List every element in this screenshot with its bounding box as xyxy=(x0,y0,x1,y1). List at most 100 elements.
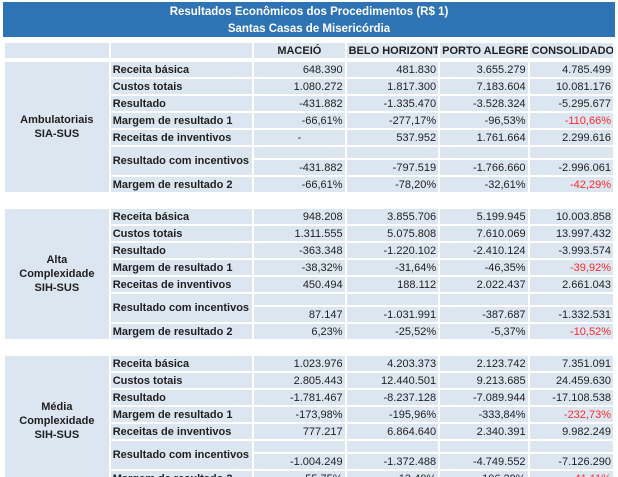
cell-value: 777.217 xyxy=(252,422,347,441)
cell-value: -1.031.991 xyxy=(344,305,441,324)
section-label: Média Complexidade SIH-SUS xyxy=(3,354,111,477)
section-label-line: SIH-SUS xyxy=(34,429,80,441)
row-label: Resultado com incentivos xyxy=(108,145,255,177)
cell-spacer xyxy=(527,292,616,307)
row-label: Margem de resultado 1 xyxy=(108,258,255,277)
cell-value: 2.022.437 xyxy=(438,275,530,294)
row-label: Margem de resultado 1 xyxy=(108,405,255,424)
cell-value: 87.147 xyxy=(252,305,347,324)
cell-value: -387.687 xyxy=(438,305,530,324)
cell-value: 2.123.742 xyxy=(438,354,530,373)
cell-value: -1.004.249 xyxy=(252,452,347,471)
section-label: Ambulatoriais SIA-SUS xyxy=(3,60,111,194)
cell-value: 1.817.300 xyxy=(344,77,441,96)
cell-value: -17.108.538 xyxy=(527,388,616,407)
cell-value: -66,61% xyxy=(252,175,347,194)
row-label: Custos totais xyxy=(108,371,255,390)
section-label-line: Ambulatoriais xyxy=(20,114,94,126)
row-label: Receita básica xyxy=(108,354,255,373)
row-label: Resultado com incentivos xyxy=(108,439,255,471)
cell-value: -363.348 xyxy=(252,241,347,260)
cell-spacer xyxy=(438,145,530,160)
row-label: Margem de resultado 2 xyxy=(108,175,255,194)
cell-value: -1.220.102 xyxy=(344,241,441,260)
cell-value: -195,96% xyxy=(344,405,441,424)
cell-value: -2.996.061 xyxy=(527,158,616,177)
cell-value: 7.183.604 xyxy=(438,77,530,96)
header-spacer-section xyxy=(3,41,111,60)
section-table-0: Ambulatoriais SIA-SUS Receita básica 648.39… xyxy=(3,60,616,194)
cell-value: -5,37% xyxy=(438,322,530,341)
cell-spacer xyxy=(252,439,347,454)
row-label: Resultado com incentivos xyxy=(108,292,255,324)
cell-value: 3.655.279 xyxy=(438,60,530,79)
cell-value: -96,53% xyxy=(438,111,530,130)
cell-value: -1.766.660 xyxy=(438,158,530,177)
cell-value: -3.993.574 xyxy=(527,241,616,260)
column-header-belo-horizonte: BELO HORIZONTE xyxy=(344,41,441,60)
cell-value: 2.299.616 xyxy=(527,128,616,147)
column-header-maceio: MACEIÓ xyxy=(252,41,347,60)
cell-value: -2.410.124 xyxy=(438,241,530,260)
row-label: Receitas de inventivos xyxy=(108,275,255,294)
cell-value: 948.208 xyxy=(252,207,347,226)
cell-spacer xyxy=(344,439,441,454)
cell-value: 10.081.176 xyxy=(527,77,616,96)
cell-value: -797.519 xyxy=(344,158,441,177)
section-label-line: Média xyxy=(41,401,73,413)
cell-value: -12,40% xyxy=(344,469,441,477)
cell-value: 5.075.808 xyxy=(344,224,441,243)
cell-value: -277,17% xyxy=(344,111,441,130)
section-table-2: Média Complexidade SIH-SUS Receita básica 1.… xyxy=(3,354,616,477)
cell-value: - xyxy=(252,128,347,147)
cell-value: -1.332.531 xyxy=(527,305,616,324)
cell-value: -66,61% xyxy=(252,111,347,130)
row-label: Resultado xyxy=(108,94,255,113)
cell-value: 6.864.640 xyxy=(344,422,441,441)
column-header-porto-alegre: PORTO ALEGRE xyxy=(438,41,530,60)
cell-spacer xyxy=(438,439,530,454)
cell-value: 1.023.976 xyxy=(252,354,347,373)
cell-value: -38,32% xyxy=(252,258,347,277)
cell-value: 1.080.272 xyxy=(252,77,347,96)
cell-value: -55,75% xyxy=(252,469,347,477)
report-title-line1: Resultados Econômicos dos Procedimentos … xyxy=(169,6,449,18)
report-title-banner: Resultados Econômicos dos Procedimentos … xyxy=(3,2,615,37)
cell-value: -173,98% xyxy=(252,405,347,424)
cell-spacer xyxy=(344,292,441,307)
column-header-consolidado: CONSOLIDADO xyxy=(527,41,616,60)
cell-spacer xyxy=(344,145,441,160)
cell-value: 5.199.945 xyxy=(438,207,530,226)
cell-value: 1.311.555 xyxy=(252,224,347,243)
cell-value: -42,29% xyxy=(527,175,616,194)
cell-value: 9.982.249 xyxy=(527,422,616,441)
cell-value: 9.213.685 xyxy=(438,371,530,390)
cell-value: -8.237.128 xyxy=(344,388,441,407)
cell-value: 537.952 xyxy=(344,128,441,147)
cell-value: -32,61% xyxy=(438,175,530,194)
cell-value: -7.089.944 xyxy=(438,388,530,407)
row-label: Margem de resultado 2 xyxy=(108,469,255,477)
cell-spacer xyxy=(527,439,616,454)
cell-value: -4.749.552 xyxy=(438,452,530,471)
cell-value: 188.112 xyxy=(344,275,441,294)
cell-value: -5.295.677 xyxy=(527,94,616,113)
cell-value: -25,52% xyxy=(344,322,441,341)
cell-value: -78,20% xyxy=(344,175,441,194)
row-label: Receitas de inventivos xyxy=(108,128,255,147)
cell-value: -1.372.488 xyxy=(344,452,441,471)
cell-value: 4.785.499 xyxy=(527,60,616,79)
cell-spacer xyxy=(527,145,616,160)
cell-value: 10.003.858 xyxy=(527,207,616,226)
header-spacer-label xyxy=(108,41,255,60)
report-title-line2: Santas Casas de Misericórdia xyxy=(227,22,391,35)
cell-spacer xyxy=(252,292,347,307)
cell-value: -1.781.467 xyxy=(252,388,347,407)
cell-value: -431.882 xyxy=(252,158,347,177)
cell-spacer xyxy=(252,145,347,160)
cell-value: -232,73% xyxy=(527,405,616,424)
cell-value: -31,64% xyxy=(344,258,441,277)
cell-value: 648.390 xyxy=(252,60,347,79)
cell-value: 450.494 xyxy=(252,275,347,294)
